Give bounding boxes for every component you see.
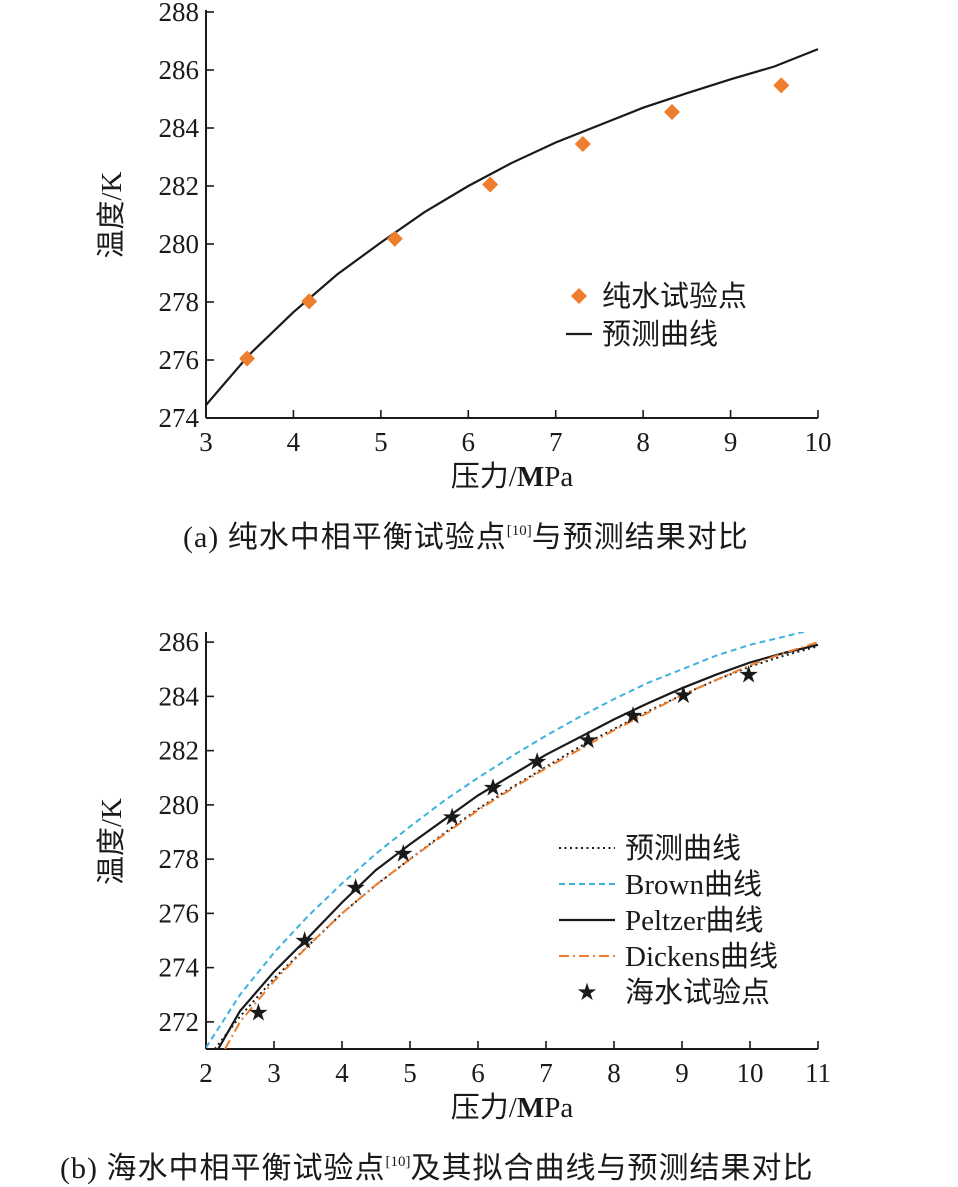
b-y-tick-label: 282 — [159, 736, 200, 766]
a-x-tick-label: 4 — [287, 427, 301, 457]
a-y-tick-label: 286 — [159, 55, 200, 85]
a-x-tick-label: 10 — [805, 427, 832, 457]
b-y-tick-label: 280 — [159, 790, 200, 820]
a-point-diamond — [663, 104, 680, 121]
b-point-star: ★ — [577, 726, 599, 754]
b-x-tick-label: 2 — [199, 1058, 213, 1088]
b-point-star: ★ — [526, 747, 548, 775]
a-y-tick-label: 276 — [159, 345, 200, 375]
a-x-tick-label: 3 — [199, 427, 213, 457]
b-x-axis-label-rest: Pa — [544, 1092, 573, 1124]
b-point-star: ★ — [441, 803, 463, 831]
a-point-diamond — [574, 135, 591, 152]
b-y-tick-label: 272 — [159, 1007, 200, 1037]
b-point-star: ★ — [392, 840, 414, 868]
caption-b: (b) 海水中相平衡试验点[10]及其拟合曲线与预测结果对比 — [60, 1143, 813, 1187]
a-legend-label: 纯水试验点 — [602, 280, 747, 313]
a-x-tick-label: 9 — [724, 427, 738, 457]
b-y-axis-label: 温度/K — [95, 798, 128, 885]
caption-a-main: (a) 纯水中相平衡试验点 — [183, 521, 507, 554]
b-x-tick-label: 4 — [335, 1058, 349, 1088]
a-x-tick-label: 8 — [636, 427, 650, 457]
caption-a: (a) 纯水中相平衡试验点[10]与预测结果对比 — [183, 512, 749, 556]
a-y-tick-label: 288 — [159, 0, 200, 27]
b-point-star: ★ — [482, 773, 504, 801]
a-y-axis-label: 温度/K — [95, 171, 128, 258]
caption-b-ref: [10] — [385, 1154, 411, 1170]
b-legend-label: Peltzer曲线 — [625, 904, 764, 937]
a-y-tick-label: 274 — [159, 403, 200, 433]
a-legend-label: 预测曲线 — [602, 318, 718, 351]
a-y-tick-label: 282 — [159, 171, 200, 201]
a-y-tick-label: 280 — [159, 229, 200, 259]
a-point-diamond — [773, 77, 790, 94]
a-x-tick-label: 6 — [462, 427, 476, 457]
b-point-star: ★ — [673, 681, 695, 709]
b-legend-label: 海水试验点 — [625, 976, 770, 1009]
b-x-tick-label: 9 — [675, 1058, 689, 1088]
b-y-tick-label: 286 — [159, 627, 200, 657]
b-series-Brown曲线 — [206, 632, 807, 1049]
b-x-tick-label: 7 — [539, 1058, 553, 1088]
b-x-axis-label: 压力/MPa — [451, 1091, 574, 1124]
b-x-tick-label: 8 — [607, 1058, 621, 1088]
a-x-tick-label: 5 — [374, 427, 388, 457]
a-x-axis-label-main: 压力/ — [451, 460, 518, 493]
caption-b-main: (b) 海水中相平衡试验点 — [60, 1152, 386, 1185]
b-point-star: ★ — [345, 874, 367, 902]
b-point-star: ★ — [248, 998, 270, 1026]
b-series-Dickens曲线 — [224, 641, 819, 1049]
b-legend-label: Brown曲线 — [625, 868, 762, 901]
a-x-axis-label-rest: Pa — [544, 461, 573, 493]
caption-a-ref: [10] — [506, 523, 532, 539]
a-point-diamond — [482, 176, 499, 193]
b-x-tick-label: 11 — [805, 1058, 831, 1088]
b-y-tick-label: 284 — [159, 681, 200, 711]
b-y-tick-label: 274 — [159, 953, 200, 983]
b-legend-label: 预测曲线 — [625, 832, 741, 865]
a-plot-area — [206, 48, 819, 406]
b-x-tick-label: 5 — [403, 1058, 417, 1088]
b-legend-label: Dickens曲线 — [625, 940, 778, 973]
b-point-star: ★ — [738, 661, 760, 689]
b-point-star: ★ — [294, 927, 316, 955]
b-x-axis-label-main: 压力/ — [451, 1091, 518, 1124]
a-series-预测曲线 — [206, 48, 819, 406]
b-x-axis-label-bold: M — [517, 1092, 544, 1124]
b-x-tick-label: 6 — [471, 1058, 485, 1088]
b-plot-area — [206, 632, 819, 1049]
a-point-diamond — [386, 230, 403, 247]
a-y-tick-label: 278 — [159, 287, 200, 317]
a-x-axis-label: 压力/MPa — [451, 460, 574, 493]
a-x-axis-label-bold: M — [517, 461, 544, 493]
a-y-tick-label: 284 — [159, 113, 200, 143]
b-x-tick-label: 3 — [267, 1058, 281, 1088]
b-series-Peltzer曲线 — [217, 643, 819, 1049]
caption-a-tail: 与预测结果对比 — [531, 521, 749, 554]
a-x-tick-label: 7 — [549, 427, 563, 457]
b-legend-swatch: ★ — [576, 978, 598, 1006]
b-y-tick-label: 276 — [159, 898, 200, 928]
b-point-star: ★ — [622, 701, 644, 729]
a-legend-swatch — [571, 288, 587, 304]
caption-b-tail: 及其拟合曲线与预测结果对比 — [410, 1152, 814, 1185]
a-point-diamond — [239, 350, 256, 367]
b-y-tick-label: 278 — [159, 844, 200, 874]
chart-pure-water: 3 4 5 6 7 8 9 10 274 276 278 280 282 284 286 288 压力/MPa 温… — [95, 0, 832, 493]
a-point-diamond — [301, 293, 318, 310]
chart-seawater: 2 3 4 5 6 7 8 9 10 11 272 274 276 278 280 282 284 286 压力/M… — [95, 627, 831, 1124]
b-x-tick-label: 10 — [737, 1058, 764, 1088]
